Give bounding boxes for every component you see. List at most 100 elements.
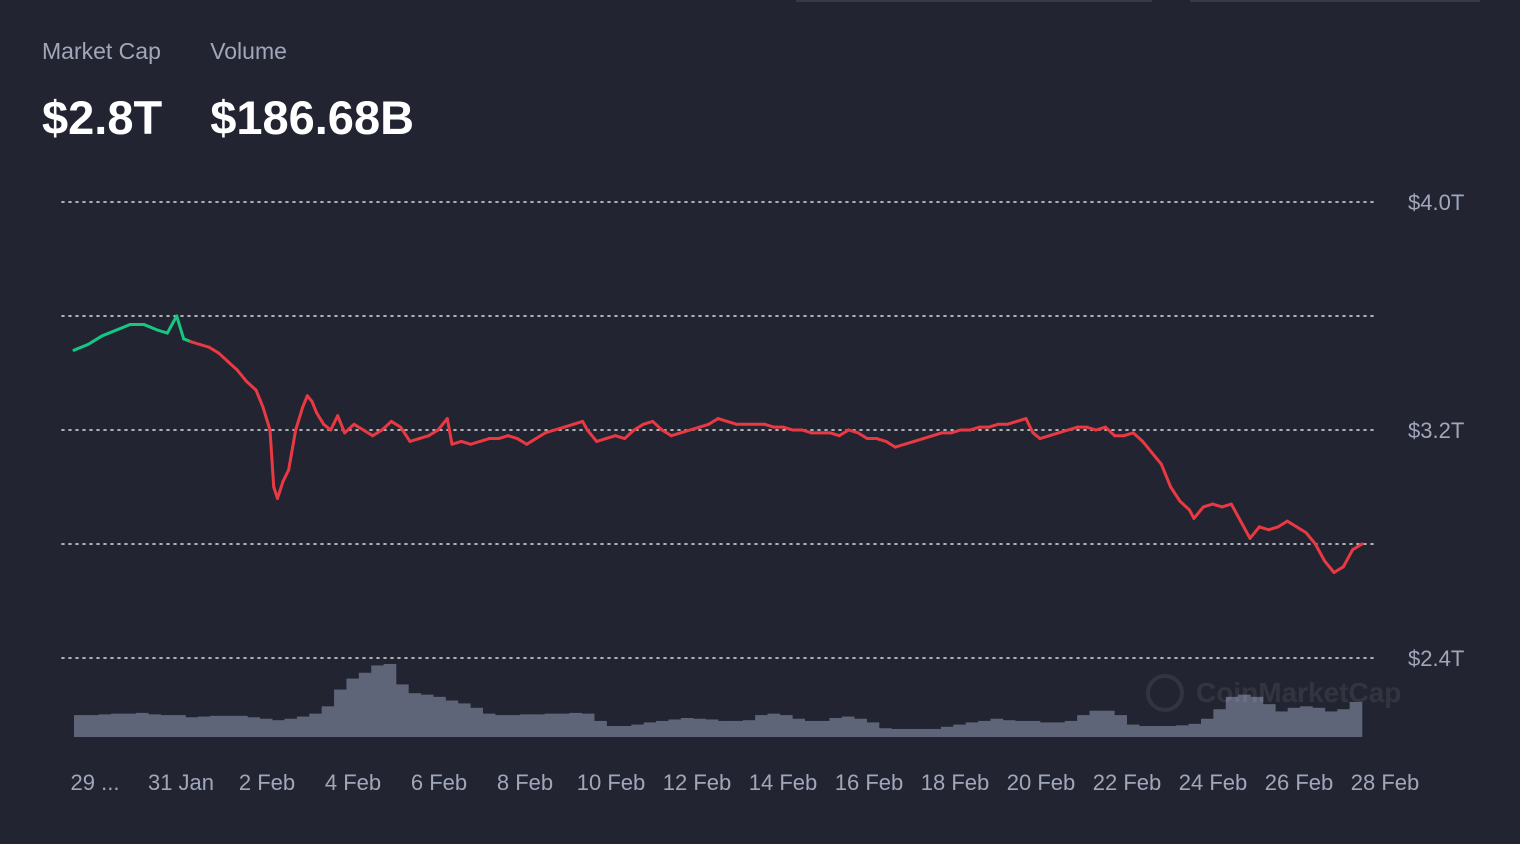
volume-bar [569, 712, 583, 737]
price-line-segment [469, 439, 482, 446]
price-line-segment [562, 422, 575, 429]
volume-bar [1213, 709, 1227, 737]
price-line-segment [1192, 505, 1205, 520]
volume-bar [606, 726, 620, 737]
price-line-segment [553, 425, 566, 432]
price-line-segment [436, 417, 449, 432]
x-tick-label: 8 Feb [497, 770, 553, 795]
volume-bar [482, 713, 496, 737]
volume-bar [86, 715, 100, 737]
price-line-segment [389, 419, 403, 429]
volume-bar [259, 718, 273, 737]
volume-bar [1163, 726, 1177, 737]
volume-bar [557, 713, 570, 737]
price-line-segment [380, 419, 393, 432]
market-cap-label: Market Cap [42, 38, 161, 64]
price-line-segment [585, 428, 599, 443]
x-tick-label: 29 ... [71, 770, 120, 795]
volume-bar [470, 707, 483, 737]
volume-bar [296, 716, 310, 737]
volume-value: $186.68B [210, 91, 415, 144]
price-line-segment [1159, 462, 1173, 489]
price-line-segment [632, 422, 645, 432]
volume-bar [581, 713, 595, 737]
price-line-segment [847, 428, 860, 435]
price-line-segment [86, 334, 104, 346]
price-line-segment [828, 431, 841, 438]
volume-bar [148, 714, 161, 737]
price-line-segment [1323, 559, 1336, 574]
volume-bar [767, 713, 781, 737]
price-line-segment [1201, 502, 1215, 509]
volume-bar [1312, 707, 1326, 737]
price-line-segment [142, 323, 160, 332]
price-line-segment [763, 422, 776, 429]
price-line-segment [336, 414, 347, 435]
price-line-segment [716, 417, 729, 423]
x-tick-label: 2 Feb [239, 770, 295, 795]
volume-bar [396, 684, 409, 737]
price-line-segment [268, 428, 276, 489]
volume-bar [309, 713, 322, 737]
x-tick-label: 18 Feb [921, 770, 990, 795]
price-line-segment [1122, 431, 1135, 438]
volume-bar [990, 718, 1004, 737]
volume-bar [1188, 723, 1202, 737]
volume-bar [210, 715, 223, 737]
price-line-segment [697, 422, 711, 429]
price-line-segment [371, 428, 384, 438]
volume-bar [940, 726, 954, 737]
x-tick-label: 20 Feb [1007, 770, 1076, 795]
price-line-segment [968, 425, 981, 432]
price-line-segment [1257, 525, 1271, 532]
volume-bar [135, 712, 149, 737]
volume-bar [371, 665, 384, 737]
price-line-segment [1047, 431, 1061, 438]
volume-bar [1089, 710, 1103, 737]
volume-bar [235, 715, 248, 737]
volume-bar [1262, 704, 1276, 737]
volume-bar [854, 718, 867, 737]
volume-bar [197, 716, 211, 737]
volume-bar [111, 713, 124, 737]
x-tick-label: 4 Feb [325, 770, 381, 795]
price-line-segment [287, 428, 298, 472]
volume-bar [1287, 707, 1301, 737]
price-line-segment [1085, 425, 1098, 432]
volume-bar [928, 728, 942, 737]
price-line-segment [175, 314, 186, 341]
price-line-segment [1005, 419, 1019, 426]
volume-bar [1126, 724, 1140, 737]
watermark-text: CoinMarketCap [1196, 677, 1402, 708]
volume-bar [1139, 726, 1152, 737]
price-line-segment [595, 437, 608, 443]
volume-bar [718, 720, 731, 737]
volume-bar [284, 718, 298, 737]
price-line-segment [189, 340, 202, 346]
volume-bar [346, 678, 360, 737]
price-line-segment [497, 434, 510, 441]
volume-bar [1064, 720, 1078, 737]
price-line-segment [226, 360, 239, 372]
volume-bar [680, 718, 694, 737]
top-divider-left [796, 0, 1152, 2]
volume-bar [1238, 694, 1251, 737]
price-line-segment [1031, 431, 1042, 441]
price-line-segment [1285, 519, 1299, 529]
price-line-segment [604, 434, 617, 441]
price-line-segment [450, 439, 463, 446]
y-tick-label: $4.0T [1408, 190, 1464, 215]
volume-bar [1052, 722, 1066, 737]
volume-bar [903, 728, 917, 737]
volume-bar [1275, 711, 1288, 737]
volume-bar [953, 724, 966, 737]
x-tick-label: 12 Feb [663, 770, 732, 795]
price-line-segment [912, 437, 925, 443]
price-line-segment [100, 328, 118, 338]
price-line-segment [515, 437, 529, 446]
price-line-segment [72, 343, 90, 352]
volume-bar [74, 715, 87, 737]
volume-bar [1250, 696, 1264, 737]
price-line-segment [1057, 428, 1070, 435]
